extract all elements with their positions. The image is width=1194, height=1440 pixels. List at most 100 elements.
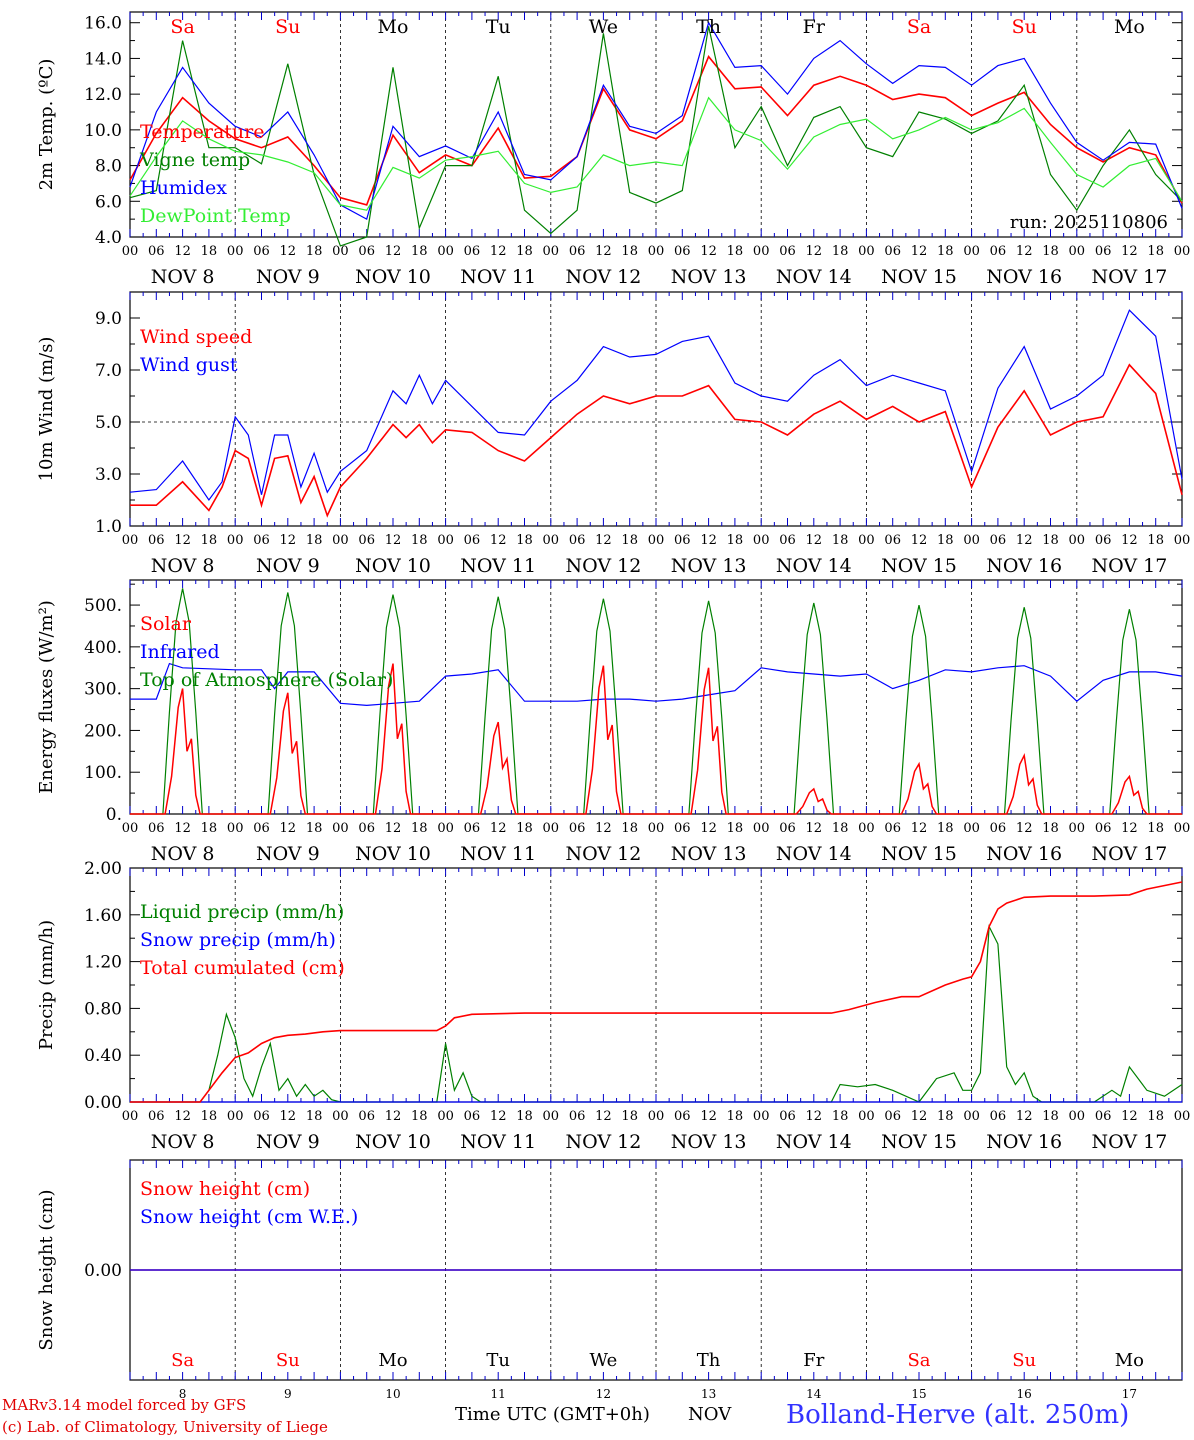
x-hour-label: 00: [543, 1109, 560, 1124]
day-number-label: 14: [806, 1387, 822, 1401]
day-number-label: 9: [284, 1387, 292, 1401]
y-axis-label: Snow height (cm): [36, 1189, 57, 1350]
x-hour-label: 12: [806, 244, 823, 259]
day-number-label: 17: [1122, 1387, 1137, 1401]
x-hour-label: 18: [1147, 1109, 1164, 1124]
x-hour-label: 18: [621, 244, 638, 259]
x-day-label: NOV 17: [1091, 266, 1167, 288]
x-day-label: NOV 10: [355, 843, 431, 865]
series-line-humidex: [129, 21, 1183, 220]
x-day-label: NOV 16: [986, 266, 1062, 288]
x-hour-label: 06: [148, 821, 165, 836]
weekday-label-top: Tu: [486, 16, 511, 38]
y-tick-label: 7.0: [95, 361, 122, 381]
x-day-label: NOV 10: [355, 1131, 431, 1153]
x-hour-label: 12: [700, 821, 717, 836]
x-day-label: NOV 11: [460, 266, 536, 288]
x-hour-label: 00: [1069, 1109, 1086, 1124]
x-hour-label: 06: [253, 821, 270, 836]
x-hour-label: 18: [306, 1109, 323, 1124]
x-hour-label: 06: [1095, 1109, 1112, 1124]
x-hour-label: 12: [1121, 821, 1138, 836]
x-hour-label: 12: [385, 533, 402, 548]
x-hour-label: 06: [884, 244, 901, 259]
x-day-label: NOV 15: [881, 1131, 957, 1153]
x-hour-label: 00: [648, 244, 665, 259]
x-hour-label: 00: [332, 244, 349, 259]
x-hour-label: 00: [963, 244, 980, 259]
weekday-label-bottom: Mo: [378, 1350, 407, 1371]
y-tick-label: 500.: [84, 596, 122, 616]
x-hour-label: 00: [1174, 533, 1191, 548]
x-hour-label: 12: [1016, 533, 1033, 548]
x-hour-label: 12: [490, 821, 507, 836]
x-hour-label: 18: [1042, 244, 1059, 259]
x-hour-label: 18: [937, 821, 954, 836]
x-hour-label: 06: [358, 821, 375, 836]
y-axis-label: Precip (mm/h): [36, 920, 57, 1050]
weekday-label-top: Su: [1012, 16, 1037, 38]
legend-entry: Infrared: [140, 641, 220, 663]
x-day-label: NOV 9: [256, 1131, 320, 1153]
x-day-label: NOV 9: [256, 843, 320, 865]
x-hour-label: 12: [1121, 244, 1138, 259]
x-hour-label: 00: [753, 244, 770, 259]
y-axis-label: Energy fluxes (W/m²): [36, 600, 57, 794]
y-tick-label: 6.0: [95, 192, 122, 212]
x-hour-label: 00: [753, 1109, 770, 1124]
x-hour-label: 00: [122, 1109, 139, 1124]
x-hour-label: 12: [911, 821, 928, 836]
x-day-label: NOV 16: [986, 843, 1062, 865]
x-hour-label: 18: [832, 821, 849, 836]
x-day-label: NOV 12: [565, 1131, 641, 1153]
x-hour-label: 06: [253, 533, 270, 548]
x-hour-label: 06: [674, 533, 691, 548]
day-number-label: 15: [911, 1387, 926, 1401]
x-hour-label: 00: [648, 821, 665, 836]
x-hour-label: 12: [385, 1109, 402, 1124]
x-hour-label: 06: [990, 533, 1007, 548]
series-line-temperature: [129, 55, 1183, 206]
x-hour-label: 00: [332, 533, 349, 548]
x-hour-label: 00: [648, 1109, 665, 1124]
x-hour-label: 06: [253, 244, 270, 259]
weekday-label-top: Mo: [1114, 16, 1145, 38]
x-hour-label: 06: [464, 244, 481, 259]
x-day-label: NOV 12: [565, 843, 641, 865]
x-hour-label: 12: [174, 533, 191, 548]
x-hour-label: 12: [1016, 1109, 1033, 1124]
x-day-label: NOV 9: [256, 555, 320, 577]
x-hour-label: 06: [464, 821, 481, 836]
x-day-label: NOV 10: [355, 555, 431, 577]
x-hour-label: 12: [700, 1109, 717, 1124]
y-tick-label: 14.0: [84, 49, 122, 69]
y-tick-label: 8.0: [95, 157, 122, 177]
x-hour-label: 18: [727, 821, 744, 836]
x-hour-label: 00: [753, 821, 770, 836]
series-line-infrared: [130, 662, 1183, 707]
x-hour-label: 00: [963, 1109, 980, 1124]
x-hour-label: 06: [569, 821, 586, 836]
x-hour-label: 00: [437, 244, 454, 259]
x-hour-label: 00: [543, 821, 560, 836]
x-hour-label: 12: [595, 821, 612, 836]
x-hour-label: 18: [516, 1109, 533, 1124]
x-hour-label: 00: [963, 533, 980, 548]
legend-entry: Liquid precip (mm/h): [140, 901, 344, 923]
legend-entry: Top of Atmosphere (Solar): [140, 669, 393, 691]
x-hour-label: 06: [464, 1109, 481, 1124]
x-hour-label: 06: [148, 533, 165, 548]
lab-credit: (c) Lab. of Climatology, University of L…: [2, 1418, 328, 1436]
x-hour-label: 12: [911, 244, 928, 259]
x-hour-label: 00: [858, 1109, 875, 1124]
weekday-label-bottom: Sa: [171, 1350, 194, 1371]
x-hour-label: 00: [858, 533, 875, 548]
x-hour-label: 00: [122, 821, 139, 836]
series-line-solar: [130, 663, 1182, 815]
x-hour-label: 06: [148, 1109, 165, 1124]
legend-entry: DewPoint Temp: [140, 205, 291, 227]
x-hour-label: 18: [411, 1109, 428, 1124]
x-day-label: NOV 8: [151, 843, 215, 865]
weekday-label-top: Sa: [907, 16, 931, 38]
x-hour-label: 06: [1095, 533, 1112, 548]
